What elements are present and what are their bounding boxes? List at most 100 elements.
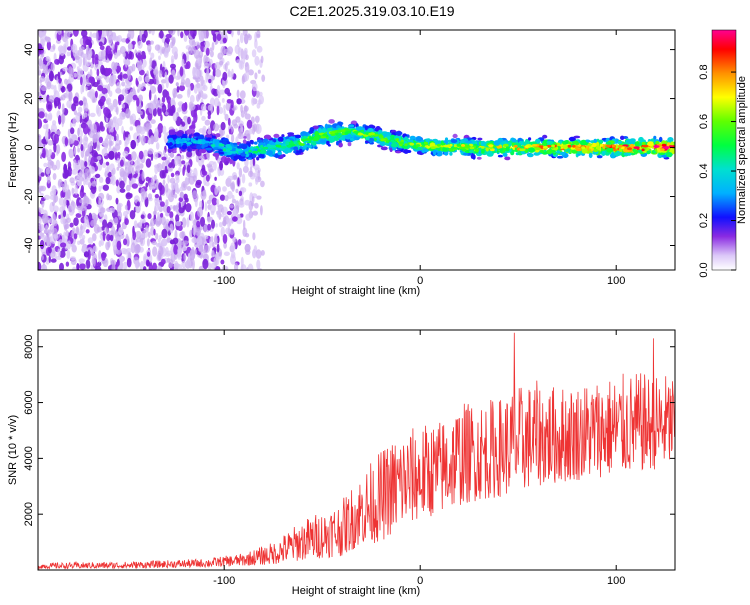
ridge-peak <box>570 147 576 150</box>
noise-speckle <box>69 256 76 261</box>
ridge-point <box>546 140 554 144</box>
noise-speckle <box>162 125 167 135</box>
noise-speckle <box>39 239 45 250</box>
ridge-point <box>498 148 504 152</box>
noise-speckle <box>241 173 246 184</box>
noise-speckle <box>202 249 207 254</box>
ridge-point <box>230 155 235 160</box>
noise-speckle <box>38 92 42 96</box>
noise-speckle <box>92 134 97 144</box>
ridge-point <box>442 147 448 152</box>
noise-speckle <box>256 30 261 38</box>
noise-speckle <box>61 86 65 93</box>
noise-speckle <box>124 218 129 226</box>
noise-speckle <box>84 161 88 167</box>
noise-speckle <box>169 152 175 158</box>
ridge-point <box>249 139 254 143</box>
ridge-point <box>327 144 331 147</box>
snr-ticks: -100 0 100 2000 4000 6000 8000 <box>23 330 675 587</box>
noise-speckle <box>164 37 170 44</box>
noise-speckle <box>244 33 249 45</box>
ridge-point <box>295 150 301 154</box>
noise-speckle <box>208 78 212 84</box>
noise-speckle <box>169 105 175 117</box>
noise-speckle <box>102 162 107 169</box>
ridge-peak <box>563 146 568 150</box>
noise-speckle <box>195 226 202 234</box>
noise-speckle <box>72 117 77 127</box>
ridge-point <box>281 134 285 138</box>
noise-speckle <box>231 30 234 38</box>
noise-speckle <box>134 259 140 269</box>
noise-speckle <box>135 230 142 239</box>
noise-speckle <box>99 207 106 214</box>
noise-speckle <box>163 149 166 156</box>
noise-speckle <box>202 125 207 134</box>
ridge-point <box>409 135 416 140</box>
noise-speckle <box>152 210 157 216</box>
noise-speckle <box>165 90 170 101</box>
noise-speckle <box>237 177 240 187</box>
noise-speckle <box>95 75 102 81</box>
noise-speckle <box>187 252 191 262</box>
noise-speckle <box>44 130 49 142</box>
noise-speckle <box>44 112 48 118</box>
noise-speckle <box>235 136 239 144</box>
noise-speckle <box>200 155 205 163</box>
noise-speckle <box>203 175 207 186</box>
noise-speckle <box>110 74 117 85</box>
noise-speckle <box>176 85 180 93</box>
noise-speckle <box>179 66 184 77</box>
noise-speckle <box>179 186 185 192</box>
noise-speckle <box>170 182 176 191</box>
noise-speckle <box>67 189 71 200</box>
noise-speckle <box>175 82 179 87</box>
noise-speckle <box>102 140 105 146</box>
noise-speckle <box>248 182 253 187</box>
noise-speckle <box>209 203 216 214</box>
ridge-peak <box>572 144 576 148</box>
noise-speckle <box>244 199 251 206</box>
noise-speckle <box>114 152 118 161</box>
noise-speckle <box>143 30 148 39</box>
noise-speckle <box>211 241 215 248</box>
noise-speckle <box>186 150 193 158</box>
ridge-peak <box>589 146 593 149</box>
snr-ylabel: SNR (10 * v/v) <box>7 415 19 485</box>
noise-speckle <box>41 264 48 270</box>
noise-speckle <box>165 218 170 224</box>
noise-speckle <box>256 259 261 270</box>
noise-speckle <box>152 262 157 270</box>
noise-speckle <box>110 259 116 265</box>
ridge-point <box>542 134 548 139</box>
ridge-point <box>324 123 328 130</box>
noise-speckle <box>228 217 232 227</box>
noise-speckle <box>111 43 115 51</box>
noise-speckle <box>261 74 266 82</box>
y-tick-label: 0 <box>23 144 35 150</box>
noise-speckle <box>73 217 79 227</box>
ridge-point <box>240 144 248 150</box>
noise-speckle <box>186 217 190 228</box>
ridge-peak <box>459 146 466 150</box>
noise-speckle <box>171 46 178 56</box>
noise-speckle <box>123 238 128 246</box>
noise-speckle <box>185 259 192 269</box>
ridge-point <box>481 148 485 154</box>
noise-speckle <box>209 50 214 58</box>
noise-speckle <box>232 216 238 222</box>
ridge-point <box>593 148 598 153</box>
noise-speckle <box>200 191 207 200</box>
noise-speckle <box>104 227 109 235</box>
noise-speckle <box>157 122 164 134</box>
noise-speckle <box>226 134 230 140</box>
noise-speckle <box>260 250 265 256</box>
ridge-point <box>389 147 393 152</box>
noise-speckle <box>125 184 131 192</box>
noise-speckle <box>205 72 209 83</box>
ridge-point <box>571 149 578 154</box>
noise-speckle <box>244 62 250 73</box>
noise-speckle <box>64 172 69 179</box>
ridge-peak <box>461 144 465 147</box>
noise-speckle <box>81 53 88 58</box>
